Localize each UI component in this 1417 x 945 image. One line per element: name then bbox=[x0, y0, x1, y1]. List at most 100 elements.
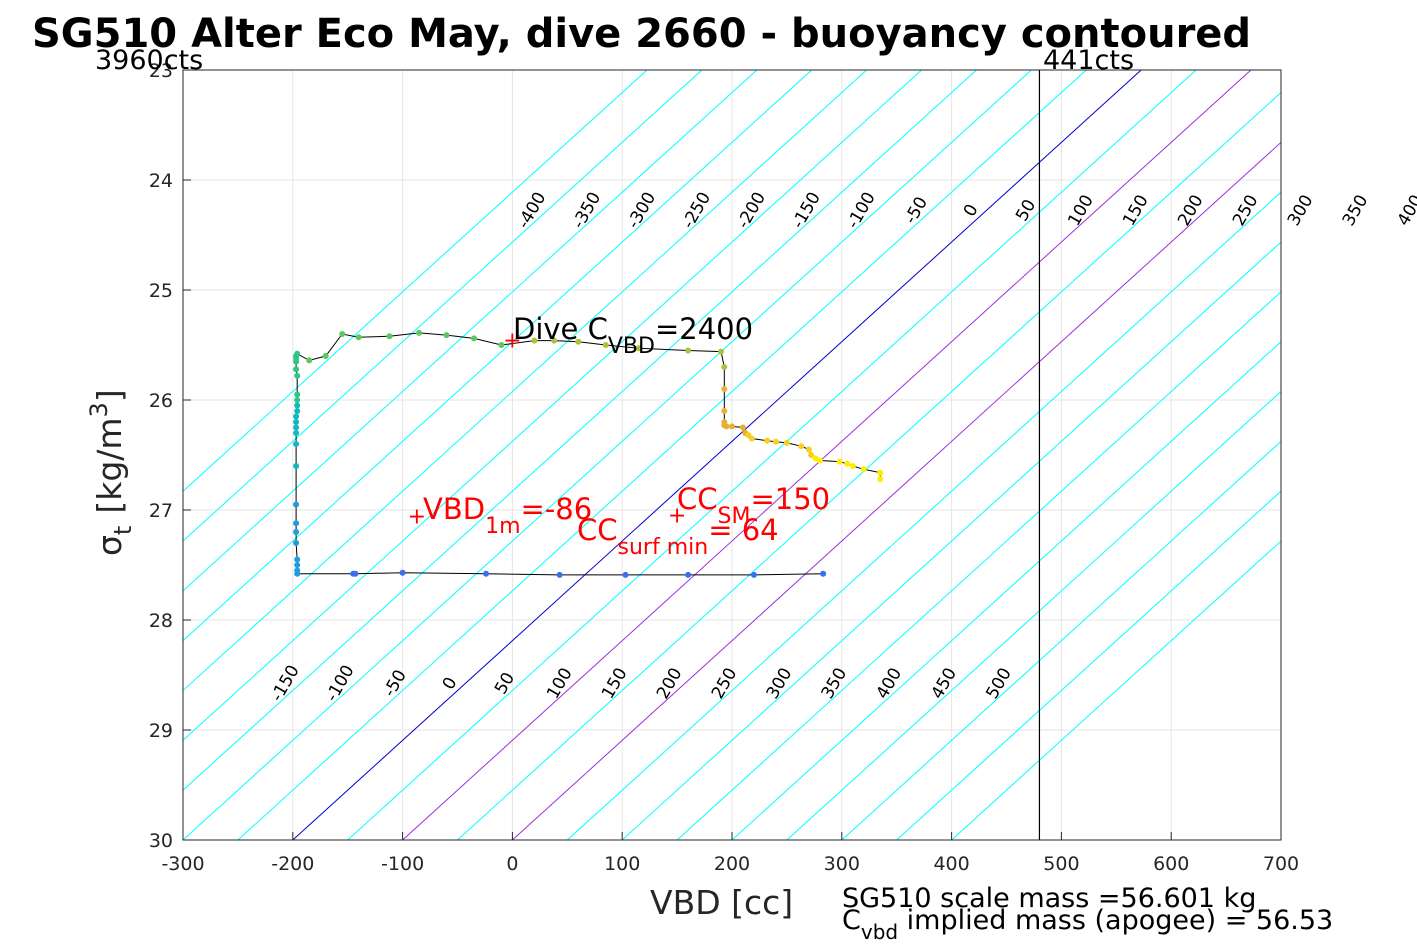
track-point bbox=[294, 402, 301, 409]
track-point bbox=[721, 386, 728, 392]
y-tick-label: 27 bbox=[149, 500, 173, 522]
track-point bbox=[293, 413, 300, 420]
y-tick-label: 29 bbox=[149, 720, 173, 742]
track-point bbox=[718, 348, 725, 355]
track-point bbox=[293, 529, 300, 535]
contour-line bbox=[512, 141, 1281, 840]
track-point bbox=[294, 391, 301, 398]
contour-line bbox=[347, 70, 1197, 840]
track-point bbox=[721, 364, 728, 370]
track-point bbox=[294, 567, 301, 574]
grid-lines bbox=[182, 69, 1282, 841]
cc-sm-annotation: CCSM=150 bbox=[677, 482, 830, 529]
track-point bbox=[399, 569, 406, 576]
contour-line bbox=[566, 191, 1281, 840]
track-point bbox=[386, 333, 393, 340]
track-point bbox=[602, 342, 609, 348]
contour-label: 300 bbox=[1284, 191, 1318, 229]
dive-cvbd-annotation: Dive CVBD=2400 bbox=[513, 312, 753, 359]
track-point bbox=[575, 338, 582, 345]
track-point bbox=[721, 408, 728, 414]
track-point bbox=[723, 423, 730, 430]
x-tick-label: 600 bbox=[1153, 853, 1189, 875]
y-tick-label: 28 bbox=[149, 610, 173, 632]
contour-line bbox=[183, 70, 813, 642]
x-tick-label: -300 bbox=[161, 853, 204, 875]
contour-line bbox=[731, 341, 1281, 840]
contour-line bbox=[183, 70, 758, 592]
track-point bbox=[622, 571, 629, 578]
contour-label: 350 bbox=[1339, 191, 1373, 229]
track-point bbox=[293, 366, 300, 373]
x-tick-label: 0 bbox=[506, 853, 518, 875]
track-point bbox=[443, 332, 450, 339]
x-tick-label: -100 bbox=[381, 853, 424, 875]
contour-line bbox=[292, 70, 1142, 840]
track-point bbox=[750, 571, 757, 578]
track-point bbox=[293, 501, 300, 508]
contour-line bbox=[457, 91, 1281, 840]
contour-line bbox=[841, 440, 1281, 840]
contour-line bbox=[183, 70, 648, 492]
track-point bbox=[294, 556, 301, 563]
contour-line bbox=[951, 540, 1281, 840]
vbd-1m-annotation: VBD1m=-86 bbox=[423, 492, 592, 539]
markers: + + + bbox=[408, 329, 687, 530]
svg-text:σt[kg/m3]: σt[kg/m3] bbox=[85, 389, 137, 556]
contour-line bbox=[676, 291, 1281, 840]
track-point bbox=[293, 419, 300, 425]
y-tick-label: 25 bbox=[149, 280, 173, 302]
x-tick-label: 100 bbox=[604, 853, 640, 875]
counts-label-right: 441cts bbox=[1043, 45, 1134, 76]
track-point bbox=[820, 570, 827, 577]
track-point bbox=[531, 337, 538, 344]
track-point bbox=[294, 408, 301, 414]
track-point bbox=[306, 357, 313, 364]
scale-mass-annotation: SG510 scale mass =56.601 kg bbox=[842, 883, 1256, 914]
plus-marker: + bbox=[408, 505, 426, 530]
y-tick-label: 24 bbox=[149, 170, 173, 192]
track-point bbox=[772, 438, 779, 445]
plus-marker: + bbox=[503, 329, 521, 354]
y-axis-label: σt[kg/m3] bbox=[85, 389, 137, 556]
track-point bbox=[294, 372, 301, 379]
y-tick-label: 26 bbox=[149, 390, 173, 412]
track-point bbox=[483, 570, 490, 577]
contour-line bbox=[237, 70, 1087, 840]
dive-track bbox=[293, 329, 884, 578]
track-point bbox=[551, 337, 558, 344]
track-point bbox=[293, 520, 300, 527]
track-point bbox=[294, 397, 301, 403]
cc-surf-min-annotation: CCsurf min= 64 bbox=[577, 513, 779, 560]
track-point bbox=[783, 439, 790, 446]
x-axis-label: VBD [cc] bbox=[650, 883, 793, 922]
track-point bbox=[739, 424, 746, 431]
track-point bbox=[293, 463, 300, 469]
track-point bbox=[860, 466, 867, 473]
contour-line bbox=[786, 390, 1281, 840]
track-point bbox=[877, 476, 884, 483]
contour-line bbox=[621, 241, 1281, 840]
track-point bbox=[798, 443, 805, 450]
y-tick-label: 23 bbox=[149, 60, 173, 82]
y-tick-label: 30 bbox=[149, 830, 173, 852]
contour-line bbox=[896, 490, 1281, 840]
track-point bbox=[635, 345, 642, 352]
x-tick-label: 200 bbox=[714, 853, 750, 875]
track-point bbox=[849, 463, 856, 469]
contour-line bbox=[402, 70, 1252, 840]
implied-mass-annotation: Cvbd implied mass (apogee) = 56.53 bbox=[842, 905, 1333, 944]
contour-line bbox=[183, 70, 977, 791]
track-point bbox=[805, 446, 812, 453]
track-point bbox=[322, 353, 329, 359]
track-point bbox=[556, 571, 563, 578]
track-point bbox=[294, 562, 301, 568]
track-point bbox=[498, 342, 505, 348]
buoyancy-contours bbox=[183, 70, 1281, 840]
track-point bbox=[416, 329, 423, 336]
contour-line bbox=[183, 70, 703, 542]
track-point bbox=[293, 430, 300, 436]
plus-marker: + bbox=[668, 503, 686, 528]
track-point bbox=[748, 435, 755, 442]
